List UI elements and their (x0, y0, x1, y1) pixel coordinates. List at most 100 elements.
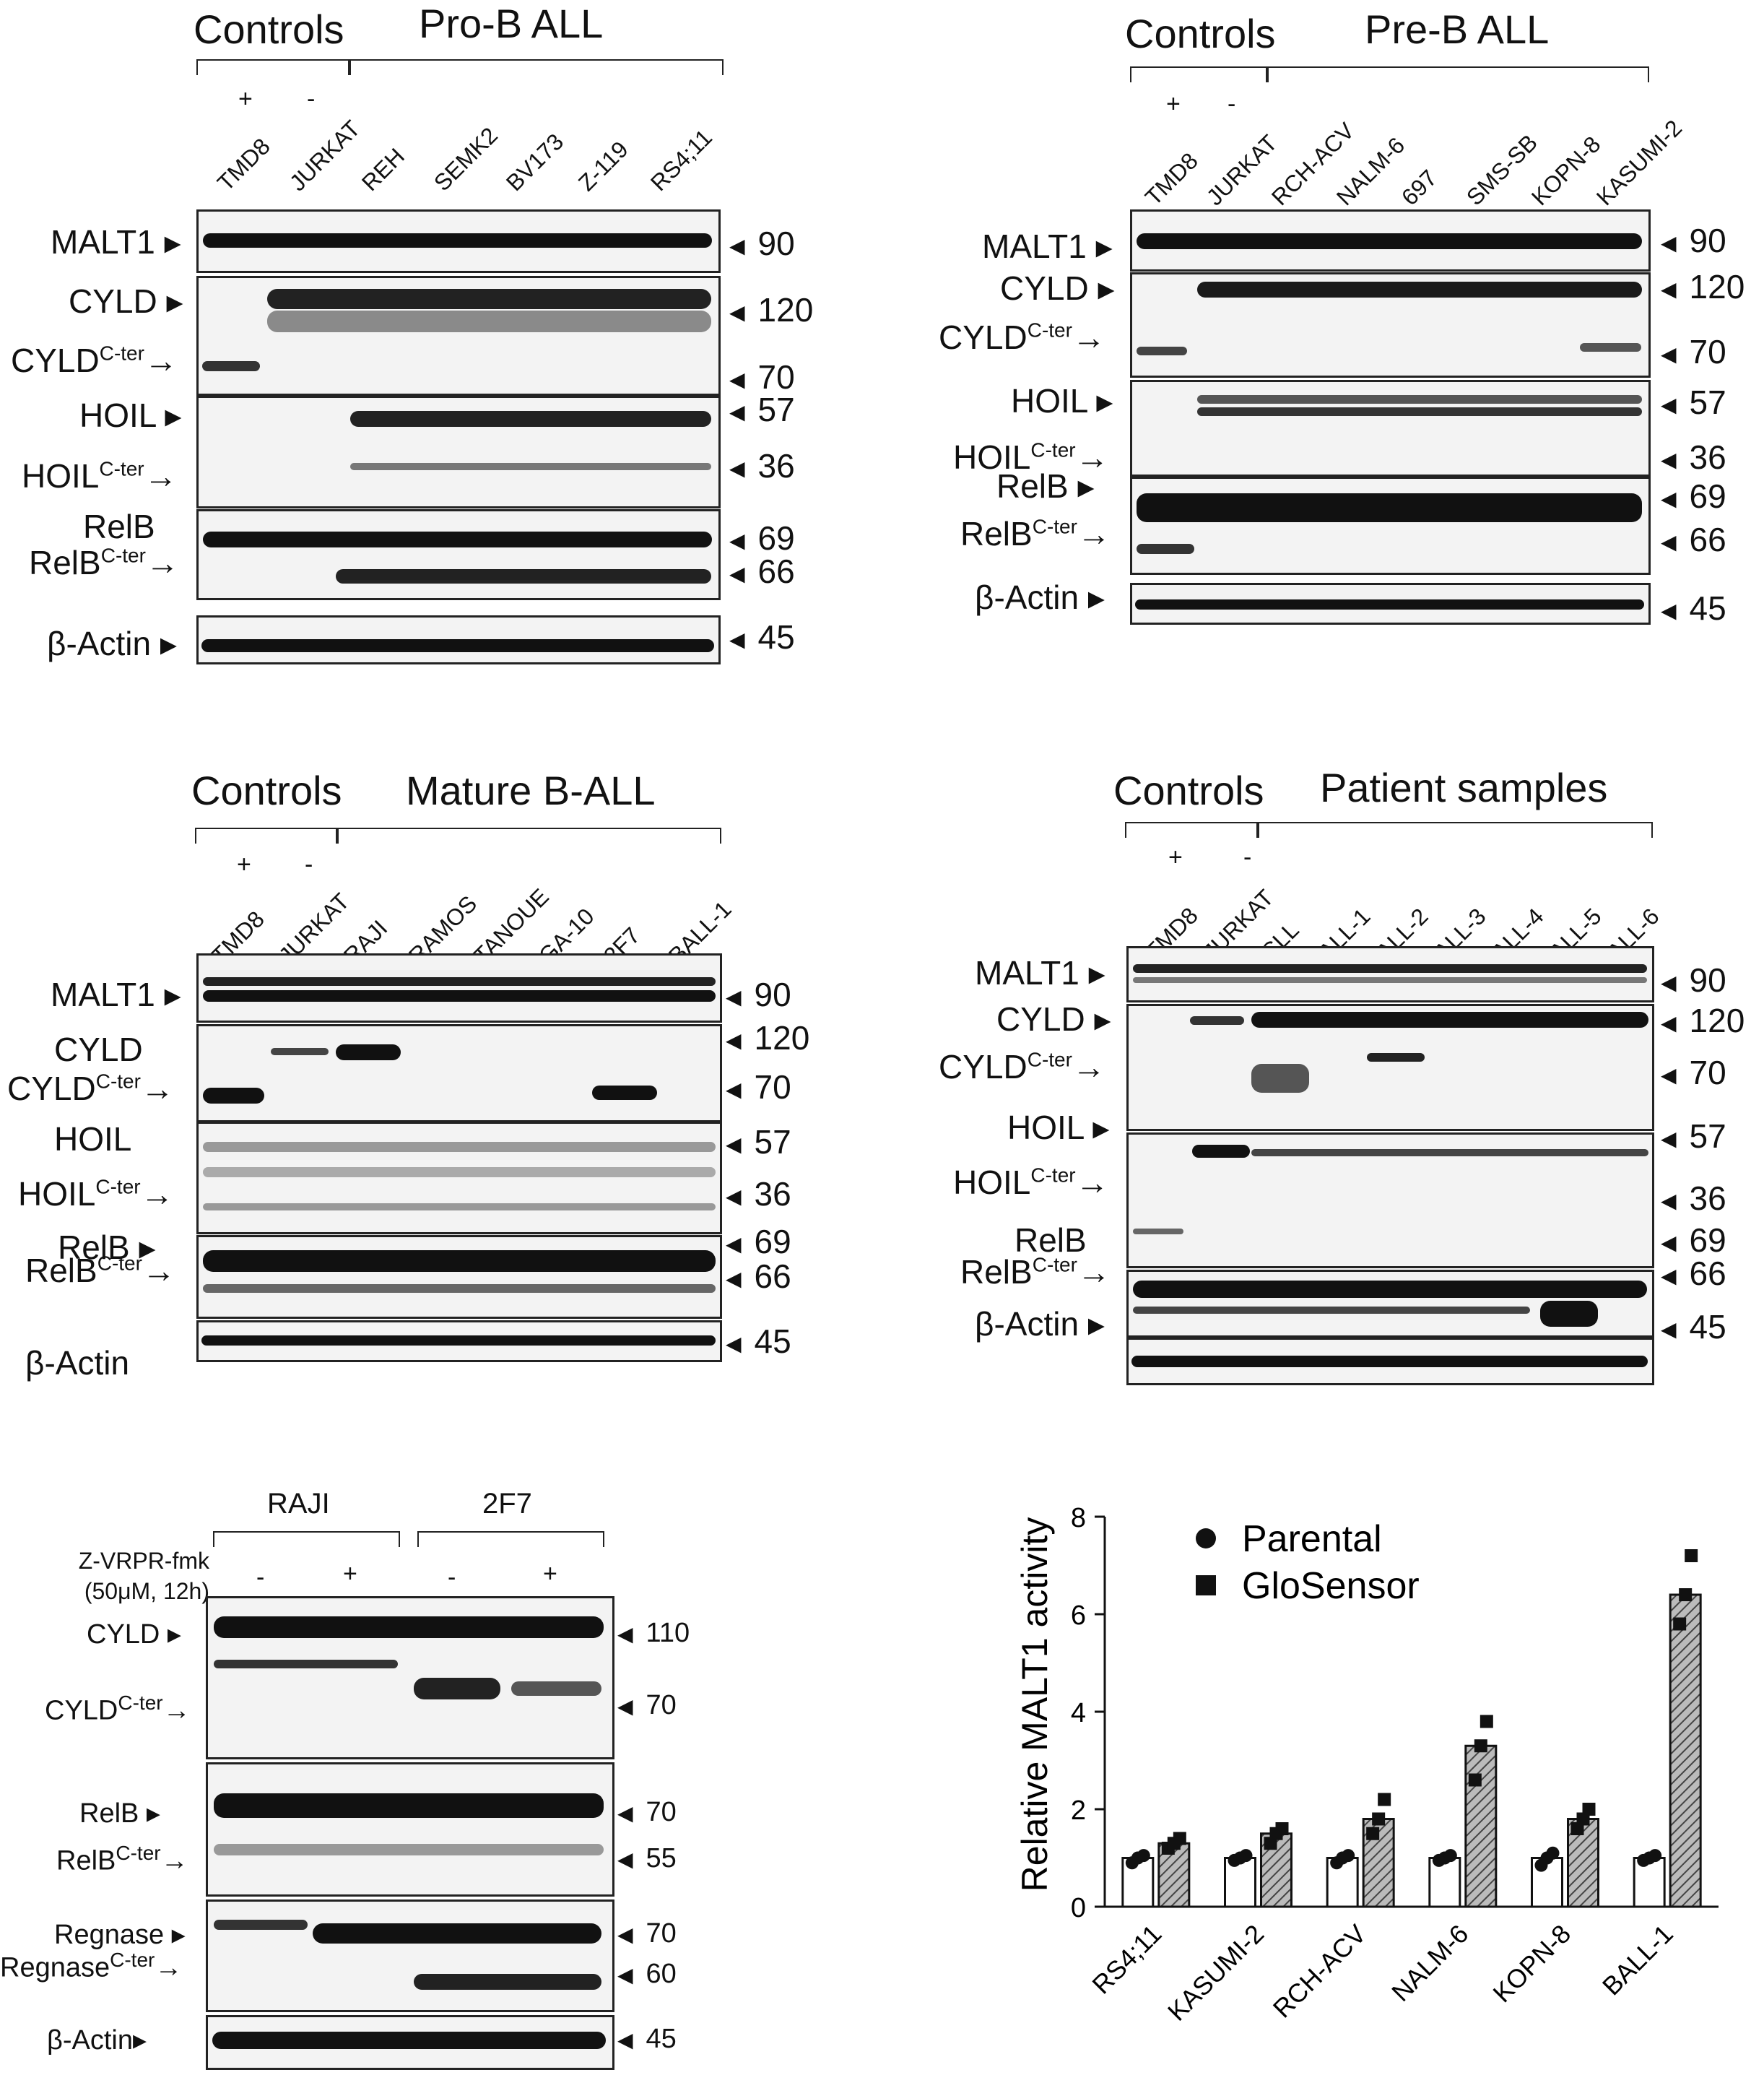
y-tick-label: 8 (1071, 1503, 1086, 1533)
mw-marker: 57 (729, 390, 795, 429)
x-tick-label: RS4;11 (1086, 1919, 1167, 2000)
data-point (1366, 1827, 1380, 1840)
treatment-name: Z-VRPR-fmk (78, 1548, 209, 1574)
band (214, 1616, 604, 1638)
label-relb-cter: RelBC-ter→ (960, 1253, 1111, 1291)
mw-marker: 120 (729, 290, 814, 329)
label-relb: RelB (1014, 1221, 1087, 1259)
blot-cyld (196, 1024, 722, 1122)
band (1133, 964, 1647, 973)
mw-marker: 120 (726, 1018, 810, 1057)
label-hoil-cter: HOILC-ter→ (18, 1175, 174, 1213)
mw-marker: 45 (1661, 589, 1726, 628)
band (271, 1048, 329, 1055)
panel-inhibitor: RAJI 2F7 Z-VRPR-fmk (50μM, 12h) - + - + … (0, 1473, 758, 2073)
mw-marker: 57 (726, 1122, 791, 1161)
label-relb-cter: RelBC-ter→ (56, 1842, 188, 1876)
mw-marker: 90 (1661, 221, 1726, 260)
band (267, 289, 711, 309)
blot-hoil (1126, 1132, 1654, 1268)
mw-marker: 55 (617, 1843, 677, 1874)
data-point (1275, 1822, 1289, 1835)
band (1137, 544, 1194, 554)
y-tick-label: 0 (1071, 1893, 1086, 1923)
x-tick-label: KOPN-8 (1487, 1919, 1576, 2009)
main-bracket (348, 59, 724, 75)
y-axis-label: Relative MALT1 activity (1014, 1517, 1055, 1892)
legend-marker-circle (1196, 1528, 1216, 1548)
controls-bracket (1125, 822, 1259, 838)
group-main-label: Mature B-ALL (406, 768, 656, 813)
bar (1428, 1857, 1461, 1908)
label-cyld: CYLD (54, 1031, 143, 1068)
band (203, 1203, 716, 1210)
mw-marker: 110 (617, 1618, 690, 1649)
band (203, 1088, 264, 1104)
mw-marker: 69 (726, 1222, 791, 1261)
treatment-label: Z-VRPR-fmk (50μM, 12h) (40, 1546, 209, 1606)
band (267, 311, 711, 332)
lane-label: TMD8 (1139, 147, 1203, 211)
mw-marker: 57 (1661, 1117, 1726, 1156)
band (350, 463, 711, 470)
label-relb-cter: RelBC-ter→ (25, 1252, 175, 1289)
label-relb: RelB ▸ (996, 467, 1095, 505)
band (511, 1681, 601, 1696)
label-actin: β-Actin ▸ (975, 1305, 1105, 1343)
mw-marker: 90 (726, 975, 791, 1014)
band (414, 1678, 500, 1699)
blot-regnase (206, 1899, 614, 2012)
blot-relb (1130, 477, 1651, 575)
lane-label: 697 (1396, 165, 1443, 211)
mw-marker: 60 (617, 1959, 677, 1990)
label-regnase: Regnase ▸ (54, 1920, 186, 1950)
label-relb: RelB (83, 508, 155, 545)
lane-label: SEMK2 (428, 122, 503, 196)
blot-malt1 (1130, 209, 1651, 272)
band (1197, 407, 1642, 416)
x-tick-label: KASUMI-2 (1162, 1919, 1269, 2027)
data-point (1685, 1549, 1698, 1562)
group-main-label: Patient samples (1320, 765, 1608, 810)
plus-sign: + (1166, 90, 1181, 118)
label-actin: β-Actin ▸ (47, 625, 177, 662)
blot-hoil (196, 1122, 722, 1234)
blot-cyld (1130, 272, 1651, 378)
blot-cyld (206, 1596, 614, 1759)
band (203, 1284, 716, 1293)
label-actin: β-Actin (25, 1344, 130, 1382)
band (214, 1660, 398, 1668)
blot-malt1 (1126, 946, 1654, 1002)
mw-marker: 36 (729, 446, 795, 485)
label-cyld: CYLD ▸ (996, 1000, 1111, 1038)
band (414, 1974, 601, 1990)
lane-label: KASUMI-2 (1591, 114, 1687, 211)
band (350, 411, 711, 427)
band (592, 1086, 657, 1100)
mw-marker: 120 (1661, 267, 1745, 306)
mw-marker: 66 (1661, 520, 1726, 559)
label-actin: β-Actin ▸ (975, 579, 1105, 616)
panel-malt1-activity-chart: 0 2 4 6 8 RS4;11 KASUMI-2 RCH-ACV NALM-6 KOPN-8 B… (996, 1488, 1755, 2066)
controls-bracket (195, 828, 339, 844)
lane-label: TMD8 (212, 133, 275, 196)
group-controls-label: Controls (1125, 11, 1276, 56)
group-raji-label: RAJI (267, 1488, 330, 1520)
label-hoil: HOIL ▸ (79, 397, 182, 434)
band (1192, 1145, 1250, 1158)
group-main-label: Pre-B ALL (1365, 7, 1550, 52)
band (203, 990, 716, 1002)
band (1580, 343, 1641, 352)
band (202, 361, 260, 371)
data-point (1474, 1739, 1487, 1753)
data-point (1468, 1773, 1482, 1787)
band (1190, 1016, 1244, 1025)
blot-relb (196, 509, 721, 600)
band (214, 1844, 604, 1855)
mw-marker: 36 (1661, 1179, 1726, 1218)
band (336, 1044, 401, 1060)
blot-cyld (1126, 1004, 1654, 1131)
minus-sign: - (1228, 90, 1236, 118)
lane-label: SMS-SB (1461, 129, 1543, 211)
lane-label: Z-119 (573, 136, 633, 196)
